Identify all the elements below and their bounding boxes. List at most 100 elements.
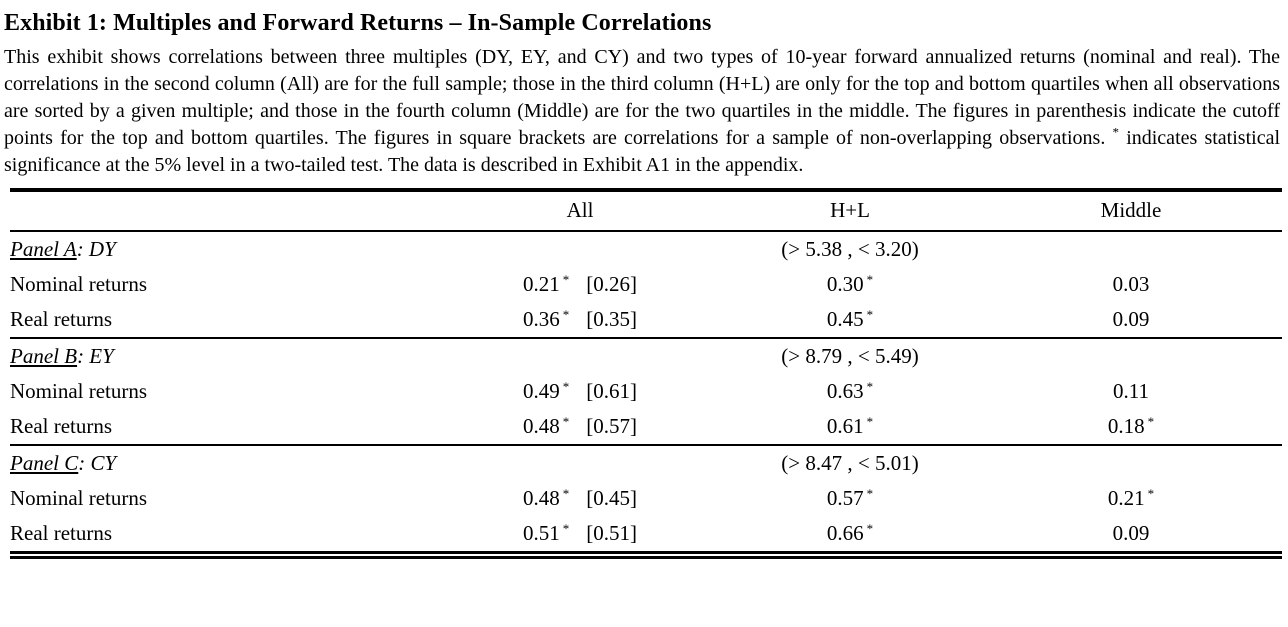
panel-suffix: : CY: [78, 450, 117, 475]
column-header-all: All: [440, 189, 720, 232]
cell-all-empty: [440, 443, 720, 481]
panel-label: Panel B: [10, 343, 78, 368]
middle-correlation: 0.03: [1112, 271, 1150, 296]
nonoverlap-correlation: [0.26]: [586, 271, 637, 296]
row-label: Real returns: [10, 520, 113, 545]
cell-middle: 0.11: [980, 374, 1282, 409]
cell-hl: 0.57 *: [720, 481, 980, 516]
cell-middle: 0.18 *: [980, 409, 1282, 445]
significance-star: *: [866, 520, 874, 536]
panel-label: Panel C: [10, 450, 79, 475]
panel-label: Panel A: [10, 236, 77, 261]
exhibit-caption: This exhibit shows correlations between …: [4, 44, 1280, 179]
panel-cutoffs: (> 5.38 , < 3.20): [781, 236, 919, 261]
middle-correlation: 0.09: [1112, 306, 1150, 331]
column-header-blank: [10, 189, 440, 232]
hl-correlation: 0.30: [826, 271, 864, 296]
hl-correlation: 0.63: [826, 378, 864, 403]
significance-star: *: [866, 306, 874, 322]
cell-all-empty: [440, 336, 720, 374]
nonoverlap-correlation: [0.35]: [586, 306, 637, 331]
cell-hl: 0.45 *: [720, 302, 980, 338]
cell-middle-empty: [980, 443, 1282, 481]
significance-star: *: [562, 413, 570, 429]
panel-label-cell: Panel A: DY: [10, 231, 440, 267]
table-header-row: All H+L Middle: [10, 189, 1282, 232]
middle-correlation: 0.11: [1113, 378, 1149, 403]
cell-all: 0.21 * [0.26]: [440, 267, 720, 302]
row-label: Real returns: [10, 306, 113, 331]
cell-hl: 0.63 *: [720, 374, 980, 409]
significance-star: *: [562, 271, 570, 287]
nonoverlap-correlation: [0.57]: [586, 413, 637, 438]
cell-all: 0.48 * [0.45]: [440, 481, 720, 516]
significance-star: *: [1147, 485, 1155, 501]
caption-text-post: indicates statistical significance at th…: [4, 126, 1280, 176]
panel-header-row: Panel B: EY (> 8.79 , < 5.49): [10, 336, 1282, 374]
table-row: Nominal returns 0.21 * [0.26] 0.30 * 0.03: [10, 267, 1282, 302]
panel-label-cell: Panel B: EY: [10, 336, 440, 374]
middle-correlation: 0.18: [1107, 413, 1145, 438]
hl-correlation: 0.45: [826, 306, 864, 331]
cell-all: 0.49 * [0.61]: [440, 374, 720, 409]
hl-correlation: 0.61: [826, 413, 864, 438]
column-header-middle: Middle: [980, 189, 1282, 232]
cell-middle: 0.09: [980, 516, 1282, 555]
table-row: Nominal returns 0.49 * [0.61] 0.63 * 0.11: [10, 374, 1282, 409]
all-correlation: 0.51: [523, 520, 560, 545]
cell-hl: 0.66 *: [720, 516, 980, 555]
significance-star: *: [562, 306, 570, 322]
hl-correlation: 0.57: [826, 485, 864, 510]
cell-all: 0.36 * [0.35]: [440, 302, 720, 338]
cell-hl: 0.61 *: [720, 409, 980, 445]
row-label: Nominal returns: [10, 271, 148, 296]
panel-header-row: Panel C: CY (> 8.47 , < 5.01): [10, 443, 1282, 481]
significance-star: *: [562, 520, 570, 536]
all-correlation: 0.48: [523, 413, 560, 438]
correlations-table: All H+L Middle Panel A: DY (> 5.38 , < 3…: [10, 187, 1282, 559]
cell-middle: 0.21 *: [980, 481, 1282, 516]
exhibit-page: Exhibit 1: Multiples and Forward Returns…: [4, 10, 1282, 559]
cell-all: 0.48 * [0.57]: [440, 409, 720, 445]
nonoverlap-correlation: [0.61]: [586, 378, 637, 403]
panel-label-cell: Panel C: CY: [10, 443, 440, 481]
middle-correlation: 0.09: [1112, 520, 1150, 545]
panel-suffix: : EY: [77, 343, 114, 368]
significance-star: *: [562, 378, 570, 394]
panel-cutoffs: (> 8.79 , < 5.49): [720, 336, 980, 374]
cell-middle: 0.09: [980, 302, 1282, 338]
significance-star: *: [866, 271, 874, 287]
panel-suffix: : DY: [76, 236, 116, 261]
panel-cutoffs: (> 8.47 , < 5.01): [720, 443, 980, 481]
cell-all: 0.51 * [0.51]: [440, 516, 720, 555]
panel-header-row: Panel A: DY (> 5.38 , < 3.20): [10, 231, 1282, 267]
cell-hl: 0.30 *: [720, 267, 980, 302]
cell-middle-empty: [980, 231, 1282, 267]
row-label: Nominal returns: [10, 378, 148, 403]
cell-middle-empty: [980, 336, 1282, 374]
column-header-hl: H+L: [720, 189, 980, 232]
row-label: Nominal returns: [10, 485, 148, 510]
hl-correlation: 0.66: [826, 520, 864, 545]
nonoverlap-correlation: [0.51]: [586, 520, 637, 545]
cell-middle: 0.03: [980, 267, 1282, 302]
significance-star: *: [866, 413, 874, 429]
significance-star: *: [1112, 124, 1120, 140]
all-correlation: 0.36: [523, 306, 560, 331]
caption-text-pre: This exhibit shows correlations between …: [4, 46, 1280, 149]
table-row: Real returns 0.48 * [0.57] 0.61 * 0.18 *: [10, 409, 1282, 445]
significance-star: *: [1147, 413, 1155, 429]
significance-star: *: [866, 378, 874, 394]
all-correlation: 0.21: [523, 271, 560, 296]
all-correlation: 0.49: [523, 378, 560, 403]
significance-star: *: [866, 485, 874, 501]
cell-all-empty: [440, 231, 720, 267]
table-row: Nominal returns 0.48 * [0.45] 0.57 * 0.21 *: [10, 481, 1282, 516]
exhibit-title: Exhibit 1: Multiples and Forward Returns…: [4, 10, 712, 36]
table-row: Real returns 0.51 * [0.51] 0.66 * 0.09: [10, 516, 1282, 555]
nonoverlap-correlation: [0.45]: [586, 485, 637, 510]
row-label: Real returns: [10, 413, 113, 438]
middle-correlation: 0.21: [1107, 485, 1145, 510]
significance-star: *: [562, 485, 570, 501]
table-row: Real returns 0.36 * [0.35] 0.45 * 0.09: [10, 302, 1282, 338]
